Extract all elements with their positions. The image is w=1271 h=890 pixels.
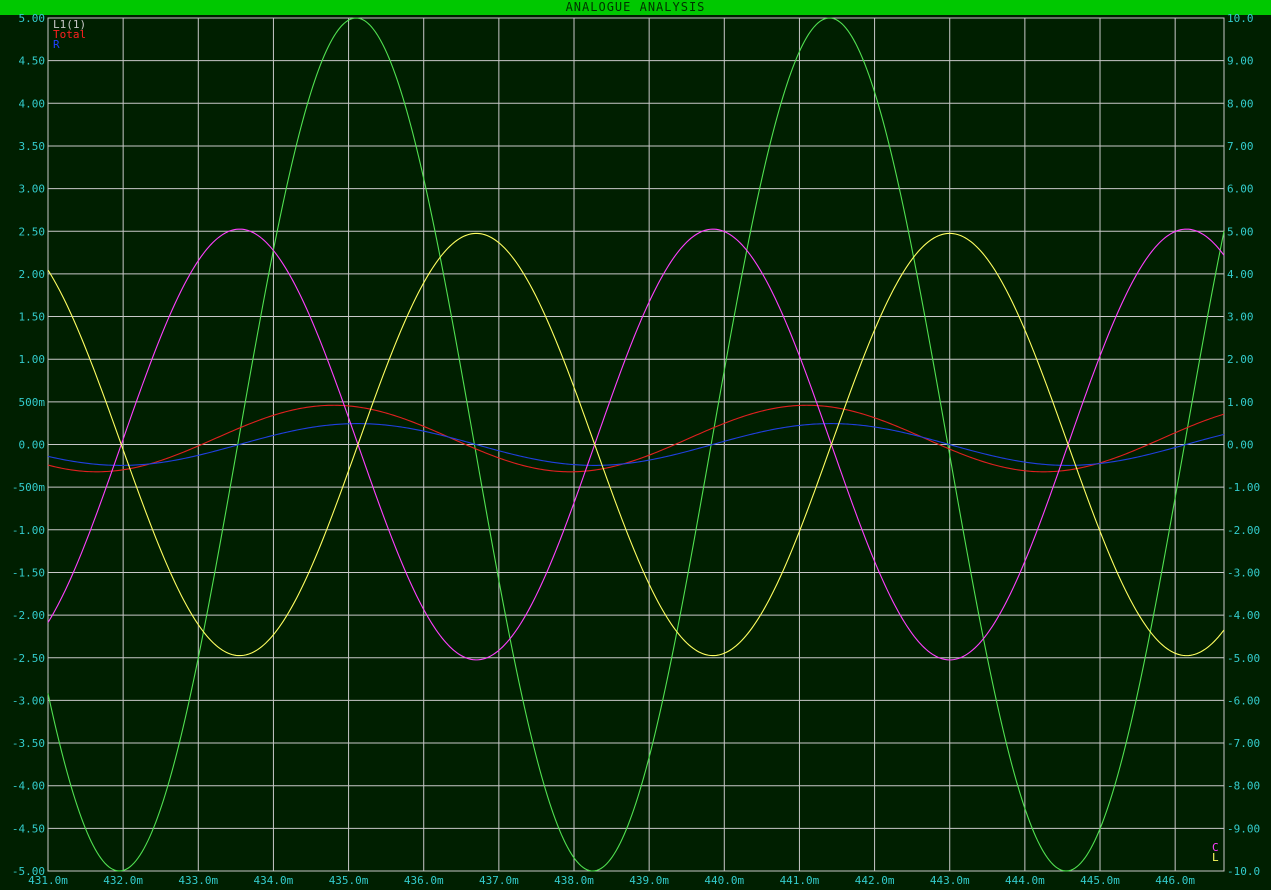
x-tick-label: 443.0m [930,874,970,887]
y-right-tick-label: -5.00 [1227,652,1260,665]
x-tick-label: 437.0m [479,874,519,887]
x-tick-label: 440.0m [704,874,744,887]
y-right-tick-label: 5.00 [1227,225,1254,238]
y-right-tick-label: 2.00 [1227,353,1254,366]
y-left-tick-label: 4.50 [19,55,46,68]
x-tick-label: 432.0m [103,874,143,887]
y-right-tick-label: -6.00 [1227,694,1260,707]
y-right-tick-label: -7.00 [1227,737,1260,750]
x-tick-label: 436.0m [404,874,444,887]
y-left-tick-label: 1.50 [19,311,46,324]
y-left-tick-label: 5.00 [19,12,46,25]
y-right-tick-label: 1.00 [1227,396,1254,409]
y-right-tick-label: 0.00 [1227,439,1254,452]
y-right-tick-label: 9.00 [1227,55,1254,68]
x-tick-label: 444.0m [1005,874,1045,887]
y-left-tick-label: -2.50 [12,652,45,665]
x-tick-label: 442.0m [855,874,895,887]
y-right-tick-label: -10.0 [1227,865,1260,878]
y-right-tick-label: -8.00 [1227,780,1260,793]
x-tick-label: 435.0m [329,874,369,887]
x-tick-label: 438.0m [554,874,594,887]
y-right-tick-label: 4.00 [1227,268,1254,281]
x-tick-label: 434.0m [254,874,294,887]
series-line-r [47,423,1225,466]
y-right-tick-label: 7.00 [1227,140,1254,153]
title-bar: ANALOGUE ANALYSIS [0,0,1271,15]
y-left-tick-label: -1.00 [12,524,45,537]
series-line-c [47,228,1225,661]
x-tick-label: 431.0m [28,874,68,887]
y-right-tick-label: -2.00 [1227,524,1260,537]
y-left-tick-label: 3.00 [19,183,46,196]
y-right-axis: 10.0 9.00 8.00 7.00 6.00 5.00 4.00 3.00 2.00 1.00… [1227,12,1260,878]
y-left-tick-label: 2.50 [19,225,46,238]
series-line-total [47,404,1225,473]
y-left-tick-label: 4.00 [19,97,46,110]
series-layer [47,17,1225,872]
legend-entry-left: Total [53,28,86,41]
y-left-tick-label: -2.00 [12,609,45,622]
x-tick-label: 439.0m [629,874,669,887]
legend-entry-right: L [1212,851,1219,864]
x-tick-label: 433.0m [178,874,218,887]
y-right-tick-label: -1.00 [1227,481,1260,494]
legend-entry-right: C [1212,841,1219,854]
series-line-l1-1- [47,17,1225,872]
y-left-tick-label: -5.00 [12,865,45,878]
y-left-tick-label: -1.50 [12,566,45,579]
y-right-tick-label: 3.00 [1227,311,1254,324]
y-left-tick-label: -3.50 [12,737,45,750]
y-right-tick-label: 6.00 [1227,183,1254,196]
y-right-tick-label: 10.0 [1227,12,1254,25]
y-left-tick-label: -4.00 [12,780,45,793]
grid [47,17,1225,872]
legend-entry-left: R [53,38,60,51]
y-right-tick-label: -4.00 [1227,609,1260,622]
y-left-tick-label: -4.50 [12,822,45,835]
y-left-tick-label: 1.00 [19,353,46,366]
y-left-tick-label: -3.00 [12,694,45,707]
y-left-tick-label: 500m [19,396,46,409]
y-left-tick-label: 3.50 [19,140,46,153]
series-line-l [47,232,1225,657]
legend-right: CL [1212,841,1219,864]
y-right-tick-label: -9.00 [1227,822,1260,835]
x-tick-label: 445.0m [1080,874,1120,887]
y-left-tick-label: 0.00 [19,439,46,452]
x-tick-label: 441.0m [780,874,820,887]
legend-entry-left: L1(1) [53,18,86,31]
y-left-axis: 5.00 4.50 4.00 3.50 3.00 2.50 2.00 1.50 1.00 500m… [12,12,45,878]
window-title: ANALOGUE ANALYSIS [565,0,706,14]
x-axis: 431.0m 432.0m 433.0m 434.0m 435.0m 436.0m 437.… [28,874,1195,887]
y-left-tick-label: 2.00 [19,268,46,281]
x-tick-label: 446.0m [1155,874,1195,887]
y-right-tick-label: -3.00 [1227,566,1260,579]
y-right-tick-label: 8.00 [1227,97,1254,110]
y-left-tick-label: -500m [12,481,45,494]
